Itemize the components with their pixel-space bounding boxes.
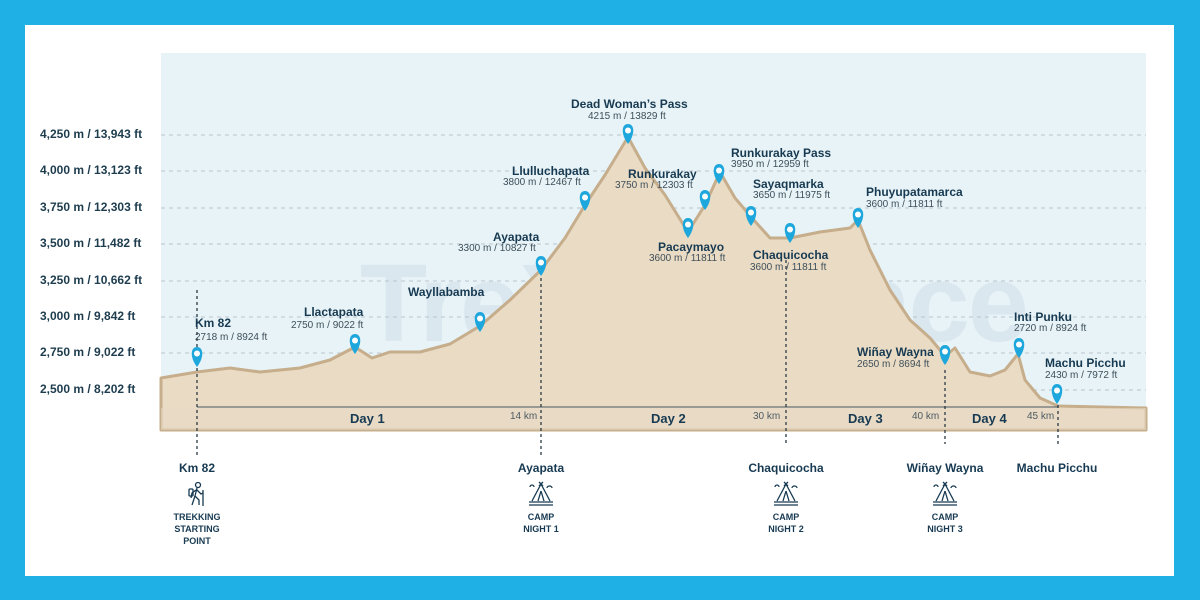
- poi-elevation: 2650 m / 8694 ft: [857, 359, 930, 370]
- y-axis-label: 3,750 m / 12,303 ft: [40, 200, 143, 214]
- pin-icon: [939, 345, 951, 365]
- poi-label: Runkurakay Pass: [731, 146, 832, 160]
- pin-icon: [852, 208, 864, 228]
- hiker-icon: [188, 481, 204, 506]
- stop-chaquicocha: Chaquicocha CAMP NIGHT 2: [748, 461, 824, 534]
- pin-icon: [713, 164, 725, 184]
- km-label: 40 km: [912, 411, 940, 422]
- poi-label: Dead Woman’s Pass: [571, 97, 688, 111]
- poi-label: Ayapata: [493, 230, 540, 244]
- poi-elevation: 3300 m / 10827 ft: [458, 243, 536, 254]
- day-label: Day 3: [848, 411, 883, 426]
- poi-elevation: 2750 m / 9022 ft: [291, 320, 364, 331]
- pin-icon: [784, 223, 796, 243]
- poi-label: Km 82: [195, 316, 232, 330]
- location-pins: [191, 124, 1063, 404]
- poi-label: Llulluchapata: [512, 164, 590, 178]
- poi-label: Wiñay Wayna: [857, 345, 934, 359]
- tent-icon: [529, 481, 553, 506]
- stop-winay-wayna: Wiñay Wayna CAMP NIGHT 3: [906, 461, 984, 534]
- poi-label: Wayllabamba: [408, 285, 485, 299]
- pin-icon: [191, 347, 203, 367]
- y-axis-label: 2,500 m / 8,202 ft: [40, 382, 136, 396]
- day-label: Day 4: [972, 411, 1007, 426]
- poi-elevation: 2720 m / 8924 ft: [1014, 323, 1087, 334]
- pin-icon: [349, 334, 361, 354]
- pin-icon: [682, 218, 694, 238]
- pin-icon: [745, 206, 757, 226]
- poi-elevation: 2718 m / 8924 ft: [195, 332, 268, 343]
- pin-icon: [474, 312, 486, 332]
- terrain-area: [159, 135, 1148, 432]
- poi-label: Chaquicocha: [753, 248, 829, 262]
- pin-icon: [535, 256, 547, 276]
- tent-icon: [774, 481, 798, 506]
- poi-elevation: 2430 m / 7972 ft: [1045, 370, 1118, 381]
- poi-elevation: 3650 m / 11975 ft: [753, 190, 831, 201]
- stop-machu-picchu: Machu Picchu: [1016, 461, 1098, 475]
- y-axis-label: 3,500 m / 11,482 ft: [40, 236, 142, 250]
- y-axis-label: 4,250 m / 13,943 ft: [40, 127, 143, 141]
- poi-label: Runkurakay: [628, 167, 697, 181]
- y-axis-label: 3,000 m / 9,842 ft: [40, 309, 136, 323]
- km-label: 30 km: [753, 411, 781, 422]
- poi-elevation: 3600 m / 11811 ft: [750, 262, 827, 273]
- km-label: 14 km: [510, 411, 538, 422]
- poi-elevation: 3750 m / 12303 ft: [615, 180, 693, 191]
- poi-label: Llactapata: [304, 305, 364, 319]
- tent-icon: [933, 481, 957, 506]
- poi-label: Machu Picchu: [1045, 356, 1126, 370]
- pin-icon: [1013, 338, 1025, 358]
- poi-elevation: 3800 m / 12467 ft: [503, 177, 581, 188]
- pin-icon: [622, 124, 634, 144]
- y-axis-label: 2,750 m / 9,022 ft: [40, 345, 136, 359]
- pin-icon: [579, 191, 591, 211]
- pin-icon: [1051, 384, 1063, 404]
- poi-label: Phuyupatamarca: [866, 185, 963, 199]
- y-axis-label: 4,000 m / 13,123 ft: [40, 163, 143, 177]
- poi-label: Inti Punku: [1014, 310, 1072, 324]
- poi-elevation: 4215 m / 13829 ft: [588, 111, 666, 122]
- poi-elevation: 3950 m / 12959 ft: [731, 159, 809, 170]
- day-label: Day 1: [350, 411, 385, 426]
- y-axis-label: 3,250 m / 10,662 ft: [40, 273, 143, 287]
- poi-label: Pacaymayo: [658, 240, 725, 254]
- poi-label: Sayaqmarka: [753, 177, 824, 191]
- poi-elevation: 3600 m / 11811 ft: [649, 253, 726, 264]
- km-label: 45 km: [1027, 411, 1055, 422]
- stop-ayapata: Ayapata CAMP NIGHT 1: [517, 461, 565, 534]
- camp-markers: [196, 260, 1059, 458]
- stop-km82: Km 82 TREKKING STARTING POINT: [173, 461, 221, 546]
- poi-elevation: 3600 m / 11811 ft: [866, 199, 943, 210]
- pin-icon: [699, 190, 711, 210]
- day-label: Day 2: [651, 411, 686, 426]
